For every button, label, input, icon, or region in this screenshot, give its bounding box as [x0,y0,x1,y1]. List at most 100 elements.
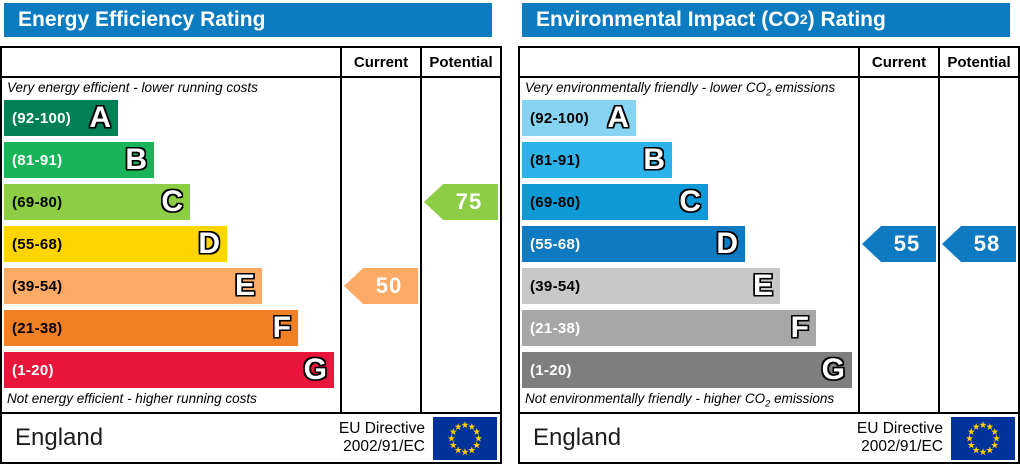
eu-directive-line2: 2002/91/EC [861,438,943,455]
arrow-row: 75 [422,184,500,220]
band-letter: G [821,353,845,386]
arrow-row [422,310,500,346]
eu-directive-line2: 2002/91/EC [343,438,425,455]
current-column-header: Current [858,48,938,76]
table-footer-row: England EU Directive 2002/91/EC [2,414,500,462]
bands-list: (92-100) A (81-91) B (69-80) C (55-68) D (39-54)… [520,100,858,388]
arrow-row [860,184,938,220]
band-g: (1-20) G [4,352,334,388]
region-label: England [533,424,622,451]
potential-column-header: Potential [420,48,500,76]
band-e: (39-54) E [4,268,262,304]
band-letter: D [716,227,738,260]
band-letter: F [272,311,291,344]
band-letter: A [607,101,629,134]
arrow-row [342,142,420,178]
band-range-label: (81-91) [12,151,63,169]
arrow-row [940,352,1018,388]
panel-title: Energy Efficiency Rating [4,3,492,37]
arrow-row [940,268,1018,304]
top-caption: Very environmentally friendly - lower CO… [525,79,836,99]
bands-list: (92-100) A (81-91) B (69-80) C (55-68) D (39-54)… [2,100,340,388]
current-column: 50 [340,78,420,412]
eu-directive-label: EU Directive 2002/91/EC [857,420,943,456]
arrow-row: 50 [342,268,420,304]
potential-rating-arrow: 75 [424,184,498,220]
top-caption: Very energy efficient - lower running co… [7,79,258,95]
bottom-caption: Not environmentally friendly - higher CO… [525,390,835,410]
band-range-label: (1-20) [530,361,572,379]
band-range-label: (92-100) [12,109,72,127]
arrow-row: 58 [940,226,1018,262]
band-letter: B [125,143,147,176]
arrow-row [342,352,420,388]
arrow-row [940,100,1018,136]
band-d: (55-68) D [4,226,227,262]
current-rating-arrow: 50 [344,268,418,304]
arrow-row [342,226,420,262]
arrow-row [422,100,500,136]
bands-column: Very energy efficient - lower running co… [2,78,340,412]
band-f: (21-38) F [4,310,298,346]
band-letter: G [303,353,327,386]
table-header-row: Current Potential [2,48,500,78]
band-b: (81-91) B [522,142,672,178]
band-range-label: (39-54) [530,277,581,295]
arrow-row [860,142,938,178]
arrow-row [422,226,500,262]
band-c: (69-80) C [4,184,190,220]
arrow-row [860,352,938,388]
band-range-label: (69-80) [530,193,581,211]
eu-directive-line1: EU Directive [856,420,943,438]
band-range-label: (92-100) [530,109,590,127]
arrow-row: 55 [860,226,938,262]
band-letter: E [752,269,773,302]
potential-column: 75 [420,78,500,412]
eu-flag-icon [951,416,1015,460]
band-range-label: (1-20) [12,361,54,379]
band-g: (1-20) G [522,352,852,388]
arrow-row [422,268,500,304]
arrow-row [940,142,1018,178]
bands-column: Very environmentally friendly - lower CO… [520,78,858,412]
panel-title: Environmental Impact (CO 2) Rating [522,3,1010,37]
table-main-row: Very environmentally friendly - lower CO… [520,78,1018,414]
arrow-row [860,310,938,346]
current-column-header: Current [340,48,420,76]
table-header-row: Current Potential [520,48,1018,78]
panel-title-text: Energy Efficiency Rating [18,8,266,31]
eu-flag-icon [433,416,497,460]
band-range-label: (55-68) [12,235,63,253]
current-column: 55 [858,78,938,412]
band-letter: E [234,269,255,302]
eu-directive-line1: EU Directive [338,420,425,438]
band-letter: B [643,143,665,176]
arrow-row [342,184,420,220]
band-f: (21-38) F [522,310,816,346]
band-e: (39-54) E [522,268,780,304]
band-range-label: (39-54) [12,277,63,295]
band-letter: F [790,311,809,344]
band-range-label: (81-91) [530,151,581,169]
band-range-label: (55-68) [530,235,581,253]
panel-title-text-suffix: ) Rating [807,8,886,31]
band-letter: D [198,227,220,260]
panel-title-subscript: 2 [799,12,808,28]
panel-title-text: Environmental Impact (CO [536,8,800,31]
arrow-row [422,142,500,178]
band-a: (92-100) A [522,100,636,136]
arrow-row [860,100,938,136]
band-c: (69-80) C [522,184,708,220]
arrow-row [940,310,1018,346]
band-letter: C [679,185,701,218]
arrow-row [940,184,1018,220]
eu-directive-label: EU Directive 2002/91/EC [339,420,425,456]
table-main-row: Very energy efficient - lower running co… [2,78,500,414]
rating-table: Current Potential Very environmentally f… [518,46,1020,464]
potential-column-header: Potential [938,48,1018,76]
header-spacer [520,48,858,76]
region-label: England [15,424,104,451]
band-range-label: (21-38) [12,319,63,337]
rating-table: Current Potential Very energy efficient … [0,46,502,464]
band-a: (92-100) A [4,100,118,136]
